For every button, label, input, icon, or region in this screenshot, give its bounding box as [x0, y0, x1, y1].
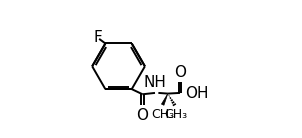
Text: CH₃: CH₃ [164, 108, 187, 121]
Text: NH: NH [144, 75, 167, 91]
Text: O: O [174, 65, 186, 80]
Text: F: F [93, 30, 102, 45]
Text: O: O [137, 108, 149, 123]
Polygon shape [162, 94, 168, 105]
Text: OH: OH [185, 86, 209, 101]
Text: CH₃: CH₃ [151, 108, 174, 121]
